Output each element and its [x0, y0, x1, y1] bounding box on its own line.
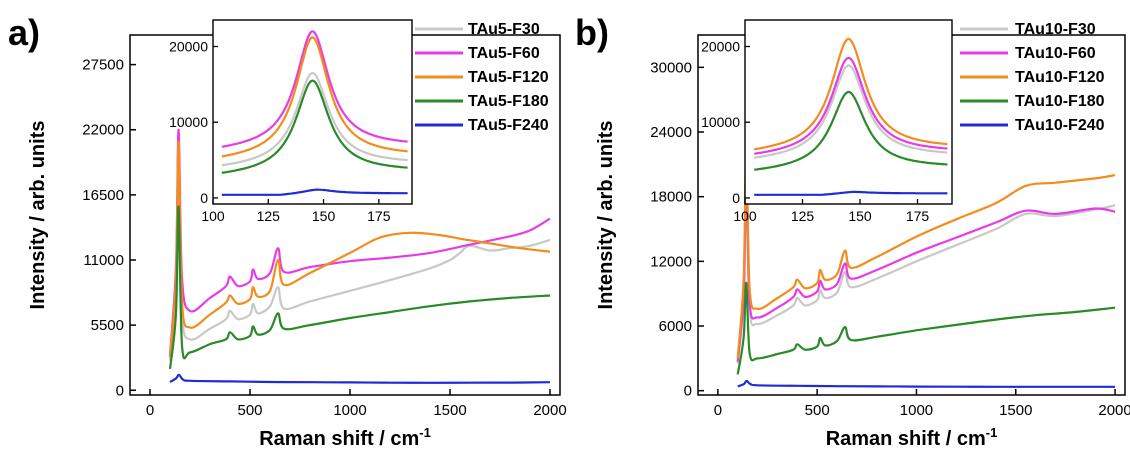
series-line-TAu10-F240	[737, 379, 1116, 388]
inset-y-tick-label: 0	[200, 190, 208, 206]
y-tick-label: 11000	[83, 252, 124, 269]
inset-series-line-TAu10-F60	[754, 56, 948, 155]
series-line-TAu10-F120	[736, 147, 1116, 359]
inset-x-tick-label: 150	[848, 208, 872, 224]
inset-y-tick-label: 20000	[701, 39, 740, 55]
legend-entry: TAu10-F240	[1015, 117, 1105, 134]
y-tick-label: 6000	[659, 318, 692, 335]
inset-x-tick-label: 175	[367, 208, 391, 224]
legend-entry: TAu10-F60	[1015, 45, 1096, 62]
series-line-TAu10-F180	[736, 281, 1116, 375]
legend-entry: TAu5-F60	[468, 45, 540, 62]
legend-entry: TAu5-F120	[468, 69, 549, 86]
inset-frame	[744, 19, 953, 205]
y-tick-label: 0	[684, 383, 692, 400]
x-tick-label: 0	[714, 402, 722, 419]
inset-frame	[212, 19, 413, 205]
inset-series-line-TAu10-F30	[754, 64, 948, 159]
panel-label: b)	[575, 12, 609, 53]
x-axis-label: Raman shift / cm-1	[826, 425, 998, 450]
x-tick-label: 1000	[333, 402, 366, 419]
x-tick-label: 0	[146, 402, 154, 419]
inset-y-tick-label: 0	[732, 190, 740, 206]
series-line-TAu5-F240	[169, 373, 551, 384]
inset-y-tick-label: 10000	[169, 114, 208, 130]
legend-entry: TAu10-F120	[1015, 69, 1105, 86]
series-line-TAu5-F30	[168, 164, 551, 361]
inset-x-tick-label: 100	[733, 208, 757, 224]
inset-x-tick-label: 125	[257, 208, 281, 224]
x-tick-label: 2000	[1098, 402, 1130, 419]
legend-entry: TAu10-F180	[1015, 93, 1105, 110]
inset-x-tick-label: 150	[312, 208, 336, 224]
inset-series-line-TAu5-F240	[221, 188, 408, 196]
inset-series-line-TAu5-F120	[221, 36, 408, 158]
legend: TAu10-F30 TAu10-F60 TAu10-F120 TAu10-F180 TA…	[960, 21, 1105, 134]
y-tick-label: 5500	[91, 317, 124, 334]
y-axis-label: Intensity / arb. units	[27, 121, 49, 310]
y-tick-label: 12000	[650, 253, 692, 270]
y-tick-label: 30000	[650, 59, 692, 76]
inset-x-tick-label: 100	[201, 208, 225, 224]
x-tick-label: 2000	[533, 402, 566, 419]
inset-x-tick-label: 175	[906, 208, 930, 224]
y-tick-label: 18000	[650, 189, 692, 206]
x-axis-label: Raman shift / cm-1	[259, 425, 431, 450]
series-line-TAu5-F180	[168, 205, 551, 370]
series-line-TAu5-F120	[168, 140, 551, 358]
x-tick-label: 1500	[433, 402, 466, 419]
legend-entry: TAu5-F180	[468, 93, 549, 110]
inset-x-tick-label: 125	[791, 208, 815, 224]
chart-panel-a: a)0 500 1000 1500 20000550011000165002200027…	[8, 12, 567, 450]
series-line-TAu10-F60	[736, 173, 1116, 362]
x-tick-label: 500	[237, 402, 262, 419]
x-tick-label: 1000	[900, 402, 933, 419]
y-tick-label: 16500	[82, 187, 124, 204]
x-tick-label: 1500	[999, 402, 1032, 419]
inset-series-line-TAu5-F60	[221, 30, 408, 148]
legend-entry: TAu5-F30	[468, 21, 540, 38]
inset-series-line-TAu5-F180	[221, 79, 408, 174]
y-tick-label: 27500	[82, 57, 124, 74]
inset-y-tick-label: 10000	[701, 114, 740, 130]
y-axis-label: Intensity / arb. units	[595, 121, 617, 310]
y-tick-label: 24000	[650, 124, 692, 141]
chart-panel-b: b)0 500 1000 1500 20000600012000180002400030…	[575, 12, 1130, 450]
inset-chart: 100 125 150 175 0 10000 20000	[169, 19, 413, 224]
inset-y-tick-label: 20000	[169, 39, 208, 55]
inset-series-line-TAu5-F30	[221, 71, 408, 167]
panel-label: a)	[8, 12, 40, 53]
inset-series-line-TAu10-F240	[754, 190, 948, 196]
x-tick-label: 500	[805, 402, 830, 419]
inset-chart: 100 125 150 175 0 10000 20000	[701, 19, 953, 224]
inset-series-line-TAu10-F180	[753, 90, 948, 171]
inset-series-line-TAu10-F120	[753, 37, 948, 151]
legend-entry: TAu10-F30	[1015, 21, 1096, 38]
y-tick-label: 0	[116, 382, 124, 399]
legend: TAu5-F30 TAu5-F60 TAu5-F120 TAu5-F180 TAu5-F…	[415, 21, 549, 134]
y-tick-label: 22000	[82, 122, 124, 139]
legend-entry: TAu5-F240	[468, 117, 549, 134]
